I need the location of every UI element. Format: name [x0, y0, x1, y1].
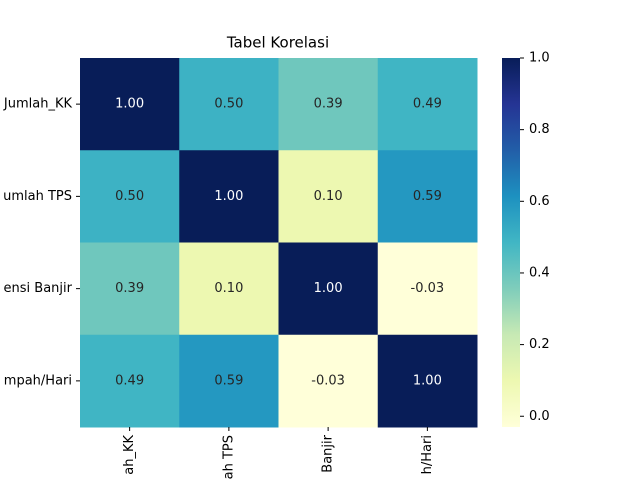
heatmap-cell	[377, 58, 478, 151]
colorbar-tick-label: 0.2	[529, 337, 550, 352]
cell-label: 0.50	[115, 189, 144, 204]
colorbar	[502, 58, 520, 427]
heatmap-cell	[278, 150, 379, 243]
cell-label: 0.49	[413, 97, 442, 112]
y-tick-label: umlah TPS	[3, 189, 72, 204]
heatmap-cell	[80, 242, 180, 336]
cell-label: -0.03	[411, 281, 445, 296]
heatmap-cell	[179, 334, 279, 428]
colorbar-tick-label: 0.0	[529, 409, 550, 424]
x-tick-label: h/Hari	[420, 435, 435, 474]
heatmap-cell	[179, 150, 279, 243]
cell-label: 0.49	[115, 373, 144, 388]
heatmap-cell	[80, 58, 180, 151]
cell-label: 1.00	[314, 281, 343, 296]
colorbar-tick-label: 0.4	[529, 265, 550, 280]
cell-label: -0.03	[311, 373, 345, 388]
heatmap-cell	[278, 58, 379, 151]
cell-label: 0.39	[115, 281, 144, 296]
chart-title: Tabel Korelasi	[226, 34, 329, 52]
heatmap-cell	[377, 242, 478, 336]
y-tick-label: mpah/Hari	[4, 373, 72, 388]
heatmap-cell	[179, 58, 279, 151]
cell-label: 0.10	[314, 189, 343, 204]
x-tick-label: ah TPS	[221, 435, 236, 479]
y-tick-label: ensi Banjir	[4, 281, 73, 296]
heatmap-cell	[377, 150, 478, 243]
heatmap-cell	[80, 334, 180, 428]
colorbar-tick-label: 0.6	[529, 194, 550, 209]
x-tick-label: Banjir	[321, 434, 336, 472]
heatmap-cell	[377, 334, 478, 428]
cell-label: 1.00	[115, 97, 144, 112]
colorbar-tick-label: 0.8	[529, 122, 550, 137]
heatmap-cell	[179, 242, 279, 336]
cell-label: 0.39	[314, 97, 343, 112]
cell-label: 1.00	[413, 373, 442, 388]
cell-label: 0.59	[214, 373, 243, 388]
cell-label: 0.50	[214, 97, 243, 112]
cell-label: 0.10	[214, 281, 243, 296]
colorbar-tick-label: 1.0	[529, 51, 550, 66]
cell-label: 1.00	[214, 189, 243, 204]
heatmap-cell	[278, 242, 379, 336]
y-tick-label: Jumlah_KK	[3, 97, 73, 112]
heatmap-cell	[278, 334, 379, 428]
cell-label: 0.59	[413, 189, 442, 204]
x-tick-label: ah_KK	[122, 435, 137, 475]
heatmap-cell	[80, 150, 180, 243]
